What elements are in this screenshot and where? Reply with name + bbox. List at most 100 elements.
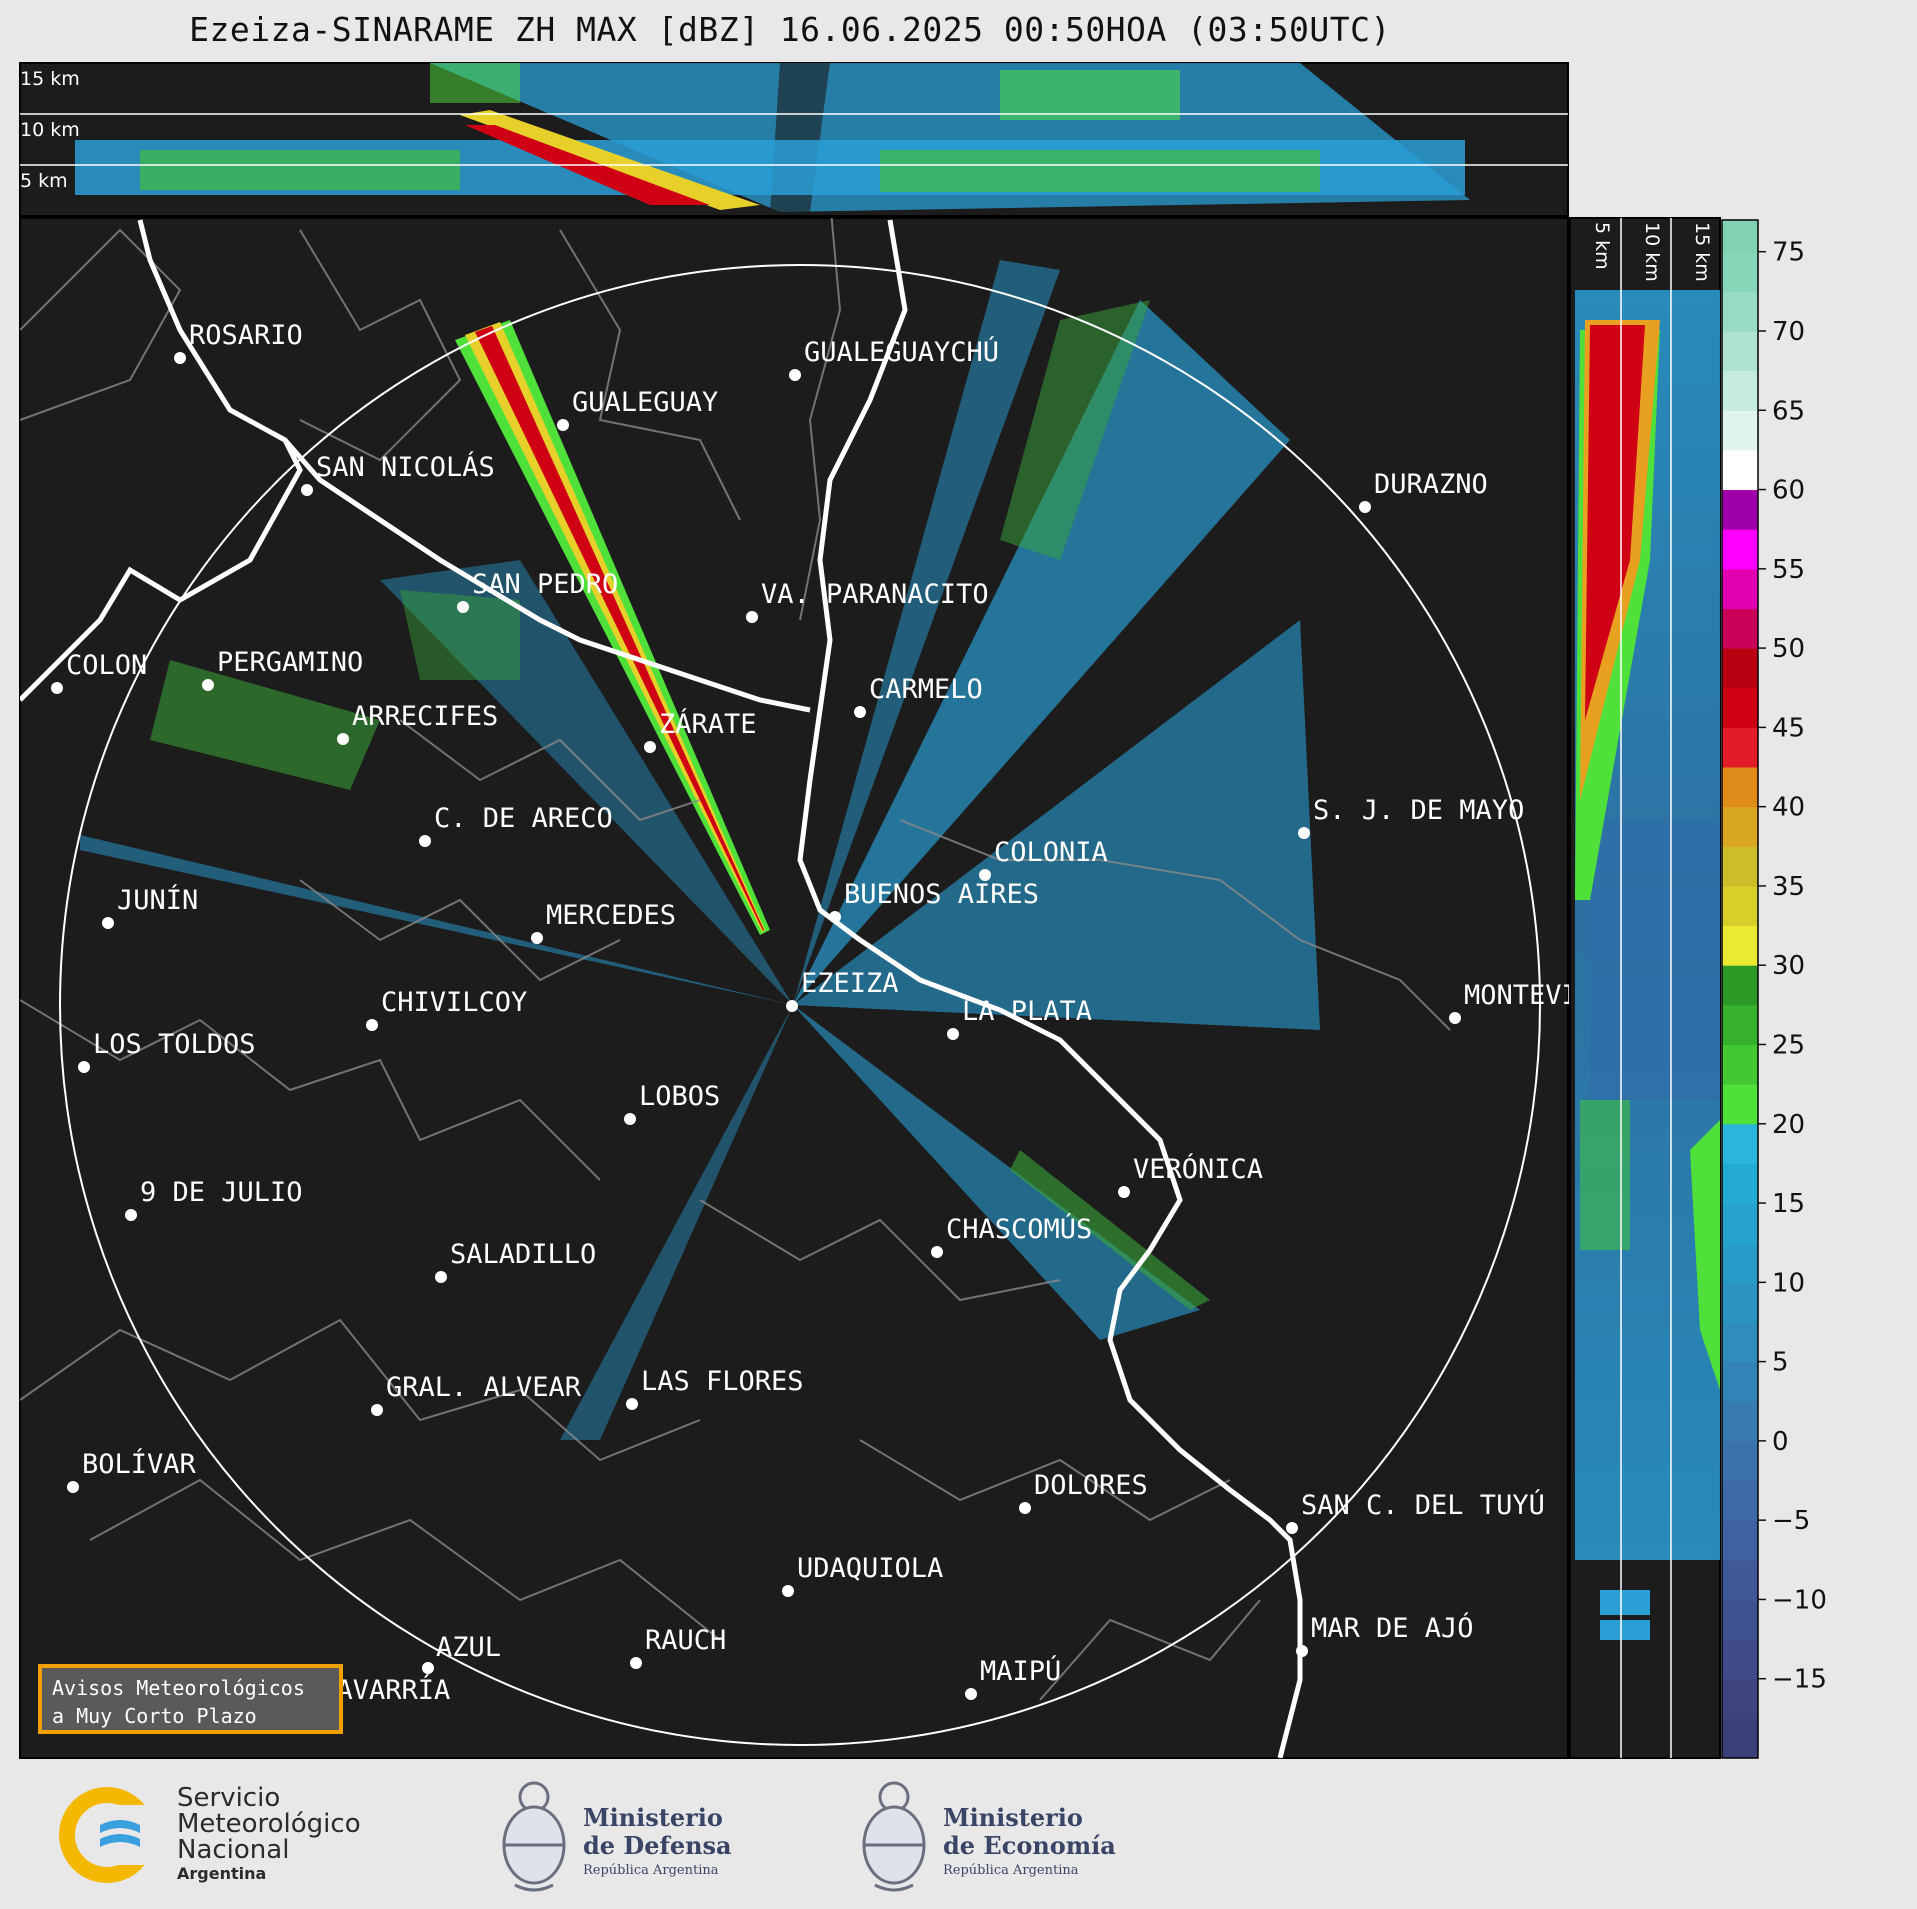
city-dot <box>419 835 431 847</box>
city-label: GUALEGUAYCHÚ <box>804 336 999 368</box>
colorbar-segment <box>1722 568 1758 609</box>
top-cross-section-panel: 15 km 10 km 5 km <box>19 62 1569 217</box>
city-dot <box>457 601 469 613</box>
city-dot <box>1449 1012 1461 1024</box>
colorbar-tick-label: 15 <box>1772 1189 1805 1219</box>
city-label: MAR DE AJÓ <box>1311 1612 1474 1644</box>
colorbar-segment <box>1722 1004 1758 1045</box>
argentina-coat-of-arms-icon <box>502 1781 566 1892</box>
alert-box[interactable]: Avisos Meteorológicos a Muy Corto Plazo <box>38 1664 343 1734</box>
city-marker: S. J. DE MAYO <box>1298 795 1524 839</box>
colorbar-segment <box>1722 846 1758 887</box>
colorbar-segment <box>1722 925 1758 966</box>
defensa-line-3: República Argentina <box>583 1863 719 1878</box>
city-dot <box>371 1404 383 1416</box>
city-marker: C. DE ARECO <box>419 803 613 847</box>
colorbar-tick-label: 20 <box>1772 1110 1805 1140</box>
city-label: ZÁRATE <box>659 708 757 740</box>
colorbar-segment <box>1722 1678 1758 1719</box>
colorbar-tick-label: 10 <box>1772 1268 1805 1298</box>
side-height-label-15km: 15 km <box>1691 222 1713 282</box>
city-label: S. J. DE MAYO <box>1313 795 1524 826</box>
colorbar-segment <box>1722 1718 1758 1759</box>
city-dot <box>965 1688 977 1700</box>
top-height-label-5km: 5 km <box>20 170 68 192</box>
colorbar-segment <box>1722 806 1758 847</box>
colorbar-tick-label: 30 <box>1772 951 1805 981</box>
city-marker: LOS TOLDOS <box>78 1029 256 1073</box>
colorbar-tick-label: 75 <box>1772 238 1805 268</box>
city-dot <box>979 869 991 881</box>
city-marker: 9 DE JULIO <box>125 1177 303 1221</box>
colorbar-segment <box>1722 1242 1758 1283</box>
city-marker: GUALEGUAY <box>557 387 718 431</box>
colorbar-tick-label: 40 <box>1772 793 1805 823</box>
colorbar-segment <box>1722 449 1758 491</box>
city-marker: SALADILLO <box>435 1239 596 1283</box>
city-marker: LAS FLORES <box>626 1366 804 1410</box>
city-marker: VA. PARANACITO <box>746 579 989 623</box>
city-dot <box>789 369 801 381</box>
colorbar-segment <box>1722 529 1758 570</box>
radar-map-panel[interactable]: ROSARIO GUALEGUAYCHÚ GUALEGUAY SAN NICOLÁS D… <box>19 200 1627 1759</box>
echo-wedges <box>80 260 1320 1440</box>
city-dot <box>1359 501 1371 513</box>
colorbar-tick-label: −10 <box>1772 1585 1827 1615</box>
city-label: VERÓNICA <box>1133 1153 1263 1185</box>
colorbar-tick-label: −15 <box>1772 1665 1827 1695</box>
colorbar-segment <box>1722 1639 1758 1680</box>
colorbar-tick-label: 65 <box>1772 396 1805 426</box>
side-height-label-10km: 10 km <box>1641 222 1663 282</box>
colorbar-segment <box>1722 1401 1758 1442</box>
defensa-line-2: de Defensa <box>583 1831 732 1860</box>
colorbar-tick-label: 50 <box>1772 634 1805 664</box>
city-marker: COLON <box>51 650 147 694</box>
city-marker: CARMELO <box>854 674 983 718</box>
colorbar-segment <box>1722 251 1758 292</box>
city-dot <box>67 1481 79 1493</box>
city-marker: SAN PEDRO <box>457 569 618 613</box>
city-marker: BUENOS AIRES <box>829 879 1039 923</box>
city-marker: BOLÍVAR <box>67 1448 197 1493</box>
colorbar-segment <box>1722 1599 1758 1640</box>
city-dot <box>422 1662 434 1674</box>
city-dot <box>202 679 214 691</box>
colorbar-segment <box>1722 330 1758 372</box>
city-label: DOLORES <box>1034 1470 1148 1501</box>
city-marker: MAIPÚ <box>965 1655 1061 1700</box>
colorbar-segment <box>1722 1282 1758 1323</box>
city-label: VA. PARANACITO <box>761 579 989 610</box>
city-dot <box>624 1113 636 1125</box>
city-dot <box>435 1271 447 1283</box>
city-label: BOLÍVAR <box>82 1448 197 1480</box>
colorbar-tick-label: 55 <box>1772 555 1805 585</box>
colorbar-tick-label: 5 <box>1772 1348 1789 1378</box>
city-label: ROSARIO <box>189 320 303 351</box>
city-label: CHASCOMÚS <box>946 1213 1092 1245</box>
city-marker: RAUCH <box>630 1625 726 1669</box>
city-marker: ZÁRATE <box>644 708 757 753</box>
colorbar-segment <box>1722 220 1758 253</box>
city-marker: MERCEDES <box>531 900 676 944</box>
city-dot <box>1019 1502 1031 1514</box>
colorbar-segment <box>1722 965 1758 1006</box>
city-dot <box>630 1657 642 1669</box>
city-marker: CHASCOMÚS <box>931 1213 1092 1258</box>
city-dot <box>174 352 186 364</box>
city-marker: GRAL. ALVEAR <box>371 1372 582 1416</box>
range-ring <box>59 264 1541 1746</box>
smn-logo: Servicio Meteorológico Nacional Argentin… <box>55 1785 385 1885</box>
city-label: CHIVILCOY <box>381 987 527 1018</box>
city-label: CARMELO <box>869 674 983 705</box>
city-label: ARRECIFES <box>352 701 498 732</box>
alert-line-1: Avisos Meteorológicos <box>52 1676 305 1700</box>
chart-title: Ezeiza-SINARAME ZH MAX [dBZ] 16.06.2025 … <box>189 10 1391 49</box>
city-dot <box>931 1246 943 1258</box>
city-label: EZEIZA <box>801 968 899 999</box>
colorbar-tick-label: 45 <box>1772 713 1805 743</box>
colorbar-segment <box>1722 1203 1758 1244</box>
economia-logo: Ministerio de Economía República Argenti… <box>855 1775 1135 1895</box>
city-label: SAN NICOLÁS <box>316 451 495 483</box>
smn-line-4: Argentina <box>177 1864 267 1883</box>
